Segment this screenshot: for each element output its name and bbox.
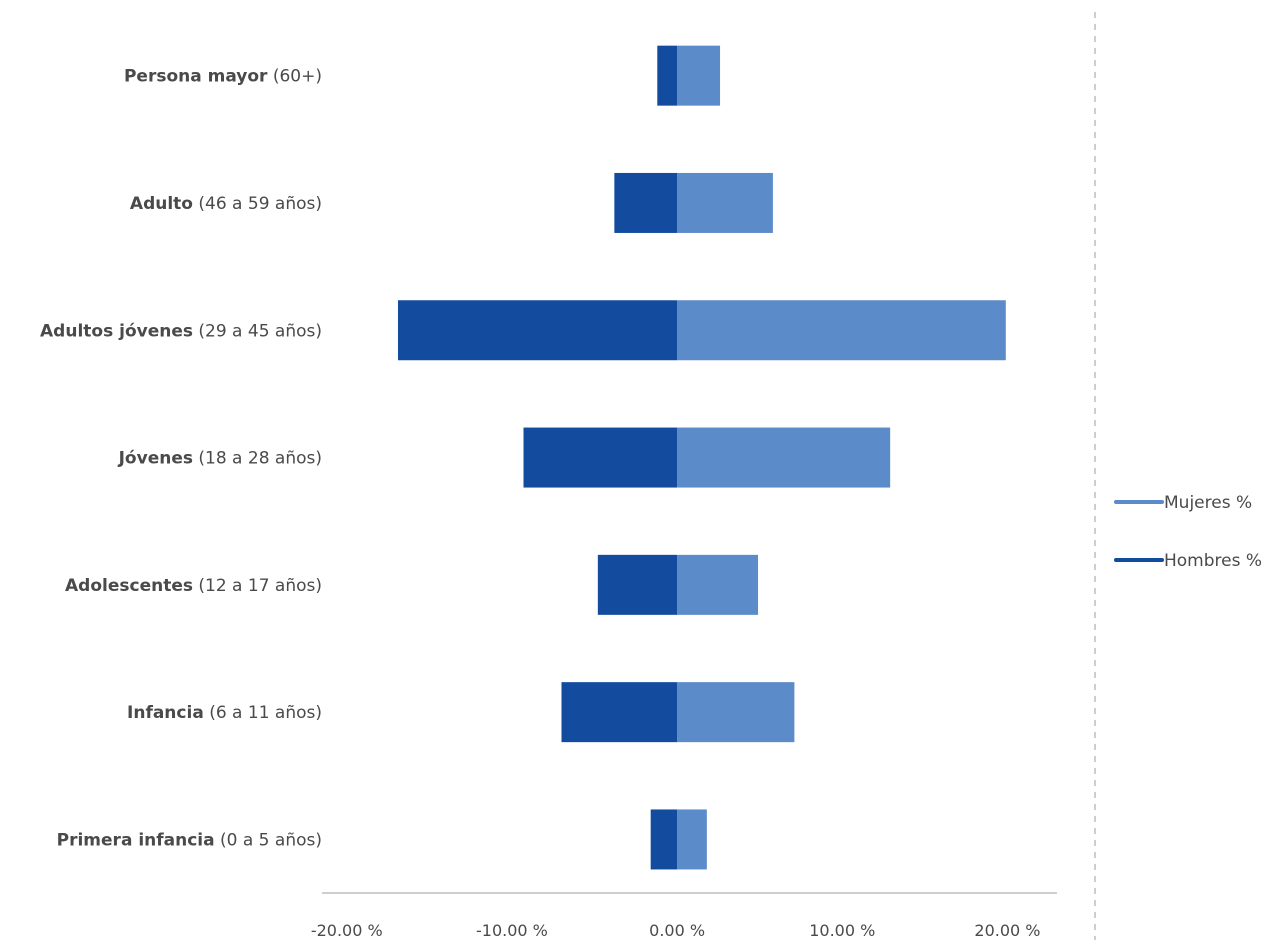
bar-mujeres (677, 682, 795, 743)
category-labels: Persona mayor (60+) Adulto (46 a 59 años)… (40, 67, 322, 851)
category-label-bold: Adolescentes (65, 576, 193, 596)
legend-label: Hombres % (1164, 551, 1262, 571)
bar-mujeres (677, 809, 707, 870)
bar-hombres (614, 172, 678, 233)
category-label: Persona mayor (60+) (124, 67, 322, 87)
category-label-range: (46 a 59 años) (193, 194, 322, 214)
category-label-range: (6 a 11 años) (204, 703, 322, 723)
bar-hombres (657, 45, 678, 106)
x-tick-label: 10.00 % (809, 921, 875, 940)
x-tick-labels: -20.00 % -10.00 % 0.00 % 10.00 % 20.00 % (311, 921, 1041, 940)
category-label: Adulto (46 a 59 años) (130, 194, 322, 214)
bar-hombres (523, 427, 678, 488)
bar-mujeres (677, 300, 1006, 361)
bar-mujeres (677, 554, 759, 615)
category-label-bold: Jóvenes (118, 449, 193, 469)
bar-mujeres (677, 172, 773, 233)
bars-group (397, 45, 1006, 870)
category-label-bold: Primera infancia (57, 830, 215, 850)
category-label-range: (12 a 17 años) (193, 576, 322, 596)
bar-hombres (397, 300, 678, 361)
category-label-bold: Adulto (130, 194, 193, 214)
category-label-range: (29 a 45 años) (193, 321, 322, 341)
category-label: Adultos jóvenes (29 a 45 años) (40, 321, 322, 341)
category-label-range: (60+) (267, 67, 322, 87)
legend: Mujeres % Hombres % (1114, 493, 1262, 571)
category-label-bold: Infancia (127, 703, 204, 723)
category-label-bold: Adultos jóvenes (40, 321, 193, 341)
x-tick-label: 0.00 % (649, 921, 705, 940)
category-label: Primera infancia (0 a 5 años) (57, 830, 322, 850)
x-tick-label: -20.00 % (311, 921, 383, 940)
bar-mujeres (677, 427, 891, 488)
category-label: Jóvenes (18 a 28 años) (118, 449, 322, 469)
category-label-bold: Persona mayor (124, 67, 268, 87)
x-tick-label: 20.00 % (974, 921, 1040, 940)
bar-mujeres (677, 45, 721, 106)
legend-label: Mujeres % (1164, 493, 1252, 513)
category-label-range: (0 a 5 años) (215, 830, 322, 850)
bar-hombres (561, 682, 678, 743)
bar-hombres (650, 809, 678, 870)
category-label-range: (18 a 28 años) (193, 449, 322, 469)
category-label: Adolescentes (12 a 17 años) (65, 576, 322, 596)
x-tick-label: -10.00 % (476, 921, 548, 940)
category-label: Infancia (6 a 11 años) (127, 703, 322, 723)
bar-hombres (597, 554, 678, 615)
